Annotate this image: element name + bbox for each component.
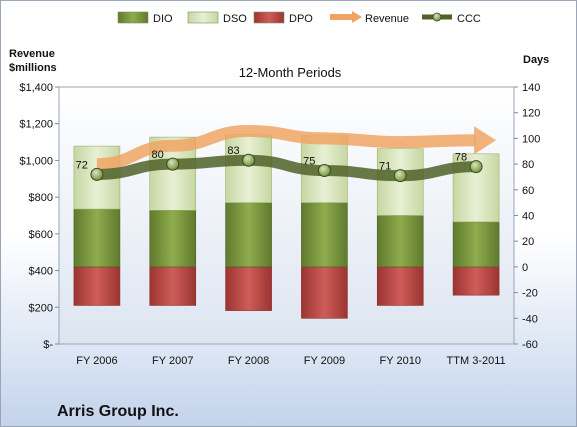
dpo-bar [149, 266, 197, 306]
right-tick-label: 0 [522, 262, 528, 274]
right-axis-title: Days [523, 54, 549, 66]
ccc-marker [166, 157, 180, 171]
dpo-bar [225, 266, 272, 311]
ccc-marker [469, 160, 483, 174]
category-label: FY 2008 [228, 355, 269, 367]
left-tick-label: $600 [29, 229, 53, 241]
dio-bar [225, 202, 272, 268]
legend-swatch-ccc-marker [432, 12, 442, 22]
ccc-line [96, 154, 477, 182]
chart-title: 12-Month Periods [239, 65, 342, 80]
legend-label-dio: DIO [153, 13, 173, 25]
left-axis-ticks: $- $200 $400 $600 $800 $1,000 $1,200 $1,400 [19, 82, 59, 351]
dpo-bar [452, 266, 500, 296]
ccc-series: 72 80 83 75 71 78 [76, 145, 483, 183]
dio-bar [73, 208, 121, 268]
dio-bar [376, 215, 424, 268]
legend-label-dpo: DPO [289, 13, 313, 25]
ccc-data-label: 78 [455, 152, 467, 164]
right-tick-label: 140 [522, 82, 540, 94]
right-tick-label: 120 [522, 108, 540, 120]
ccc-data-label: 71 [379, 161, 391, 173]
right-tick-label: -20 [522, 288, 538, 300]
ccc-marker [317, 164, 331, 178]
revenue-arrowhead [474, 126, 497, 155]
left-axis-title-line2: $millions [9, 62, 57, 74]
legend-label-ccc: CCC [457, 13, 481, 25]
revenue-series [96, 125, 497, 171]
legend-swatch-revenue-head [352, 11, 362, 23]
dio-bar [452, 221, 500, 268]
dso-bar [225, 134, 272, 203]
legend-label-dso: DSO [223, 13, 247, 25]
left-tick-label: $800 [29, 192, 53, 204]
ccc-data-label: 72 [76, 159, 88, 171]
revenue-line [96, 125, 477, 171]
left-tick-label: $1,000 [19, 155, 53, 167]
ccc-data-label: 83 [227, 145, 239, 157]
legend-swatch-dio [117, 11, 149, 24]
ccc-marker [242, 153, 256, 167]
legend: DIO DSO DPO Revenue CCC [117, 11, 481, 25]
left-tick-label: $- [43, 339, 53, 351]
dio-bar [301, 202, 348, 268]
right-tick-label: 20 [522, 236, 534, 248]
dpo-bar [73, 266, 121, 306]
legend-swatch-dpo [253, 11, 285, 24]
company-name: Arris Group Inc. [57, 403, 179, 420]
dpo-bar [301, 266, 348, 319]
right-tick-label: 80 [522, 159, 534, 171]
category-label: TTM 3-2011 [447, 355, 506, 367]
category-labels: FY 2006 FY 2007 FY 2008 FY 2009 FY 2010 TTM 3… [76, 355, 505, 367]
right-tick-label: 60 [522, 185, 534, 197]
ccc-data-label: 75 [303, 156, 315, 168]
ccc-marker [393, 169, 407, 183]
ccc-data-label: 80 [152, 149, 164, 161]
legend-swatch-dso [187, 11, 219, 24]
right-tick-label: -40 [522, 313, 538, 325]
left-axis-title-line1: Revenue [9, 48, 55, 60]
ccc-marker [90, 167, 104, 181]
category-label: FY 2007 [152, 355, 193, 367]
category-label: FY 2006 [76, 355, 117, 367]
category-label: FY 2010 [380, 355, 421, 367]
left-tick-label: $400 [29, 266, 53, 278]
right-tick-label: 100 [522, 133, 540, 145]
right-tick-label: -60 [522, 339, 538, 351]
legend-label-revenue: Revenue [365, 13, 409, 25]
left-tick-label: $200 [29, 302, 53, 314]
right-axis-ticks: -60 -40 -20 0 20 40 60 80 100 120 140 [514, 82, 540, 351]
category-label: FY 2009 [304, 355, 345, 367]
left-tick-label: $1,200 [19, 119, 53, 131]
dpo-bar [376, 266, 424, 306]
plot-area [58, 86, 515, 345]
right-tick-label: 40 [522, 211, 534, 223]
left-tick-label: $1,400 [19, 82, 53, 94]
dio-bar [149, 210, 197, 268]
